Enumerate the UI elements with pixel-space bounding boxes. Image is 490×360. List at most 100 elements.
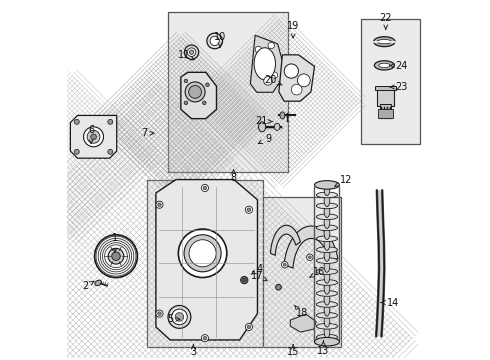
Ellipse shape bbox=[201, 334, 208, 342]
Ellipse shape bbox=[324, 194, 330, 207]
Ellipse shape bbox=[317, 280, 338, 285]
Ellipse shape bbox=[190, 50, 194, 54]
Ellipse shape bbox=[108, 120, 113, 124]
Ellipse shape bbox=[245, 206, 252, 213]
Ellipse shape bbox=[324, 249, 330, 261]
Ellipse shape bbox=[189, 240, 216, 267]
Ellipse shape bbox=[307, 254, 313, 261]
Text: 3: 3 bbox=[190, 345, 196, 357]
Ellipse shape bbox=[264, 77, 272, 85]
Ellipse shape bbox=[108, 149, 113, 154]
Ellipse shape bbox=[317, 203, 338, 209]
Ellipse shape bbox=[317, 258, 338, 264]
Ellipse shape bbox=[156, 201, 163, 208]
Ellipse shape bbox=[268, 42, 274, 49]
Text: 11: 11 bbox=[177, 50, 194, 60]
Text: 21: 21 bbox=[255, 117, 273, 126]
Ellipse shape bbox=[297, 74, 310, 87]
Ellipse shape bbox=[241, 276, 248, 284]
Ellipse shape bbox=[247, 208, 251, 212]
Text: 16: 16 bbox=[310, 267, 325, 277]
Ellipse shape bbox=[317, 323, 338, 329]
Ellipse shape bbox=[112, 252, 120, 261]
Ellipse shape bbox=[374, 61, 394, 70]
Ellipse shape bbox=[315, 337, 340, 346]
Ellipse shape bbox=[274, 123, 280, 130]
Ellipse shape bbox=[317, 247, 338, 252]
Ellipse shape bbox=[172, 309, 187, 325]
Ellipse shape bbox=[317, 302, 338, 307]
Ellipse shape bbox=[178, 229, 227, 278]
Ellipse shape bbox=[189, 85, 201, 98]
Text: 12: 12 bbox=[335, 175, 353, 186]
Ellipse shape bbox=[202, 101, 206, 105]
Ellipse shape bbox=[203, 336, 207, 340]
Ellipse shape bbox=[284, 64, 298, 78]
Text: 19: 19 bbox=[287, 21, 299, 38]
Bar bbox=[147, 180, 263, 347]
Text: 7: 7 bbox=[142, 128, 154, 138]
Ellipse shape bbox=[259, 122, 266, 132]
Ellipse shape bbox=[324, 271, 330, 283]
Ellipse shape bbox=[201, 184, 208, 192]
Text: 18: 18 bbox=[294, 305, 308, 318]
Ellipse shape bbox=[283, 263, 286, 266]
Ellipse shape bbox=[271, 72, 278, 78]
Ellipse shape bbox=[185, 82, 205, 102]
Ellipse shape bbox=[95, 280, 101, 286]
Ellipse shape bbox=[308, 256, 311, 259]
Text: 6: 6 bbox=[88, 125, 94, 144]
Bar bbox=[263, 197, 341, 347]
Ellipse shape bbox=[317, 334, 338, 340]
Ellipse shape bbox=[324, 315, 330, 327]
Text: 2: 2 bbox=[82, 281, 94, 292]
Ellipse shape bbox=[207, 33, 222, 49]
Ellipse shape bbox=[317, 214, 338, 220]
Ellipse shape bbox=[324, 260, 330, 272]
Bar bbox=[375, 86, 396, 90]
Ellipse shape bbox=[95, 235, 137, 278]
Text: 17: 17 bbox=[251, 271, 267, 281]
Ellipse shape bbox=[317, 236, 338, 242]
Text: 22: 22 bbox=[380, 13, 392, 29]
Ellipse shape bbox=[74, 149, 79, 154]
Polygon shape bbox=[250, 35, 282, 92]
Polygon shape bbox=[156, 180, 257, 340]
Ellipse shape bbox=[184, 79, 188, 83]
Ellipse shape bbox=[324, 227, 330, 239]
Ellipse shape bbox=[315, 181, 340, 189]
Text: 15: 15 bbox=[287, 345, 299, 357]
Ellipse shape bbox=[324, 205, 330, 217]
Ellipse shape bbox=[184, 235, 221, 272]
Ellipse shape bbox=[280, 112, 285, 119]
Ellipse shape bbox=[317, 269, 338, 274]
Text: 24: 24 bbox=[390, 60, 408, 71]
Text: 14: 14 bbox=[381, 297, 399, 307]
Ellipse shape bbox=[203, 186, 207, 190]
Ellipse shape bbox=[184, 101, 188, 105]
Ellipse shape bbox=[74, 120, 79, 124]
Ellipse shape bbox=[187, 48, 196, 57]
Polygon shape bbox=[284, 226, 338, 268]
Ellipse shape bbox=[282, 262, 288, 268]
Text: 1: 1 bbox=[112, 233, 118, 252]
Ellipse shape bbox=[158, 203, 161, 207]
Polygon shape bbox=[270, 225, 300, 256]
Ellipse shape bbox=[158, 312, 161, 315]
Ellipse shape bbox=[156, 310, 163, 317]
Ellipse shape bbox=[254, 48, 275, 80]
Ellipse shape bbox=[324, 303, 330, 316]
Ellipse shape bbox=[210, 36, 220, 46]
Bar bbox=[169, 12, 288, 172]
Ellipse shape bbox=[108, 248, 124, 264]
Polygon shape bbox=[181, 72, 217, 119]
Polygon shape bbox=[376, 190, 384, 336]
Polygon shape bbox=[279, 55, 315, 101]
Ellipse shape bbox=[206, 83, 209, 86]
Ellipse shape bbox=[84, 127, 103, 147]
Bar bbox=[377, 88, 394, 106]
Ellipse shape bbox=[379, 63, 390, 67]
Polygon shape bbox=[71, 116, 117, 158]
Ellipse shape bbox=[317, 291, 338, 296]
Bar bbox=[378, 109, 392, 118]
